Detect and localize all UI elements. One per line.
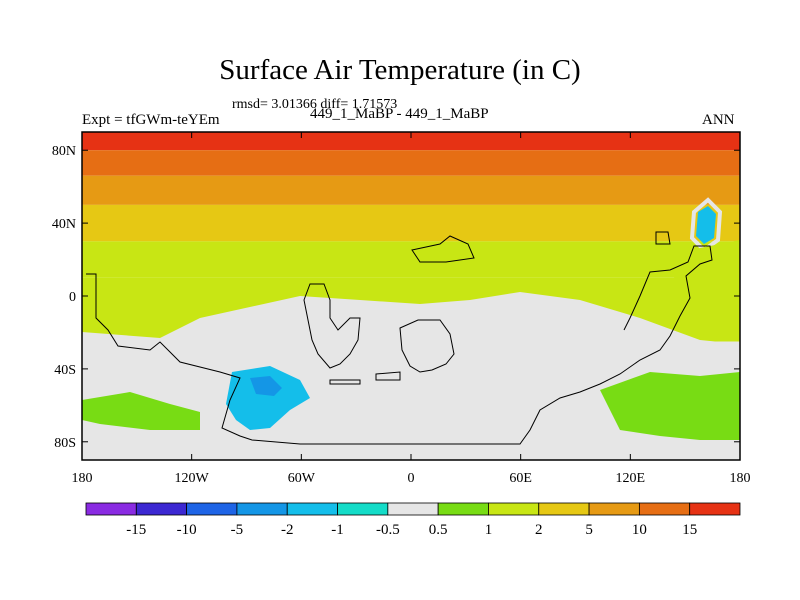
- colorbar-label: 10: [632, 522, 647, 538]
- temperature-map: [82, 132, 740, 460]
- season-label: ANN: [702, 112, 735, 128]
- x-tick-label: 60E: [509, 471, 532, 486]
- colorbar-swatch: [85, 502, 137, 516]
- y-tick-label: 40N: [52, 217, 76, 232]
- x-axis: 180 120W 60W 0 60E 120E 180: [72, 132, 751, 486]
- colorbar-label: -5: [231, 522, 244, 538]
- lat-band-0: [82, 132, 740, 151]
- colorbar-label: 2: [535, 522, 543, 538]
- y-tick-label: 80N: [52, 144, 76, 159]
- cold-anomaly-south-pacific: [226, 366, 310, 430]
- coastline: [86, 231, 713, 445]
- colorbar-label: 0.5: [429, 522, 448, 538]
- colorbar-label: 15: [682, 522, 697, 538]
- southern-high-lat-green: [82, 392, 200, 430]
- x-tick-label: 120W: [175, 471, 210, 486]
- warm-tongue-north-pacific: [670, 240, 740, 340]
- x-tick-label: 0: [408, 471, 415, 486]
- chart-title: Surface Air Temperature (in C): [219, 54, 581, 86]
- colorbar-swatch: [689, 502, 741, 516]
- chart-subtitle: rmsd= 3.01366 diff= 1.71573: [232, 97, 398, 112]
- cold-anomaly-northern-pacific: [696, 206, 716, 244]
- colorbar-swatch: [488, 502, 540, 516]
- lat-band-1: [82, 150, 740, 176]
- colorbar-swatch: [286, 502, 338, 516]
- colorbar-swatch: [186, 502, 238, 516]
- y-tick-label: 0: [69, 290, 76, 305]
- y-tick-label: 40S: [54, 363, 76, 378]
- lat-band-3: [82, 204, 740, 242]
- colorbar-swatch: [538, 502, 590, 516]
- x-tick-label: 60W: [288, 471, 316, 486]
- colorbar-label: -2: [281, 522, 294, 538]
- colorbar-label: 1: [485, 522, 493, 538]
- x-tick-label: 180: [730, 471, 751, 486]
- lat-band-4: [82, 241, 740, 278]
- y-tick-label: 80S: [54, 436, 76, 451]
- strong-cold-anomaly-core: [250, 376, 282, 396]
- colorbar-label: -10: [177, 522, 197, 538]
- experiment-label: Expt = tfGWm-teYEm: [82, 112, 220, 128]
- colorbar-label: -1: [331, 522, 344, 538]
- y-axis: 80N 40N 0 40S 80S: [52, 144, 740, 451]
- colorbar-swatch: [236, 502, 288, 516]
- southern-ocean-warm-patch: [600, 372, 740, 440]
- colorbar-swatch: [387, 502, 439, 516]
- neutral-ring-northern-pacific: [689, 197, 723, 253]
- x-tick-label: 180: [72, 471, 93, 486]
- x-tick-label: 120E: [616, 471, 646, 486]
- lat-band-2: [82, 175, 740, 205]
- colorbar-swatch: [337, 502, 389, 516]
- colorbar-swatch: [588, 502, 640, 516]
- colorbar-label: 5: [585, 522, 593, 538]
- colorbar-label: -15: [126, 522, 146, 538]
- case-label: 449_1_MaBP - 449_1_MaBP: [310, 106, 489, 122]
- colorbar-swatch: [638, 502, 691, 516]
- colorbar: -15 -10 -5 -2 -1 -0.5 0.5 1 2 5 10 15: [85, 502, 741, 538]
- colorbar-swatch: [135, 502, 188, 516]
- colorbar-swatch: [437, 502, 489, 516]
- colorbar-label: -0.5: [376, 522, 400, 538]
